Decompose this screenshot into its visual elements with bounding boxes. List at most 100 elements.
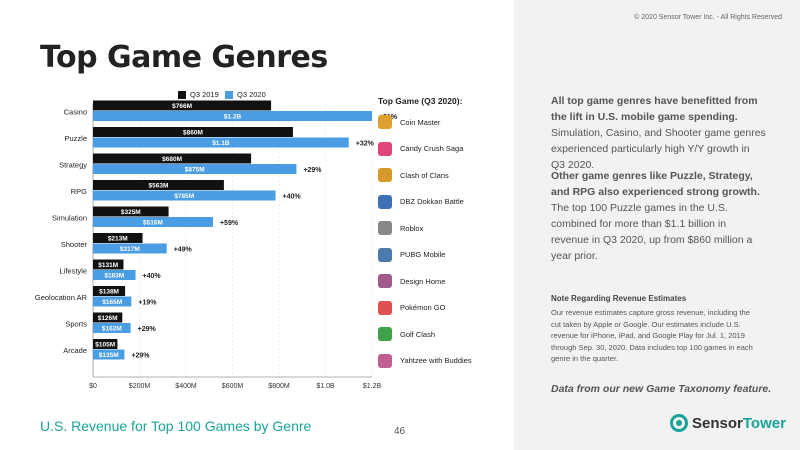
insight-1-bold: All top game genres have benefitted from… [551, 95, 758, 123]
copyright: © 2020 Sensor Tower Inc. - All Rights Re… [634, 14, 782, 21]
insight-paragraph-2: Other game genres like Puzzle, Strategy,… [551, 168, 766, 264]
bar-q3-2019 [93, 339, 118, 349]
yahtzee-icon [378, 353, 392, 368]
top-game-item: Golf Clash [378, 326, 435, 342]
category-label: Sports [65, 320, 87, 329]
growth-label: +19% [138, 300, 157, 307]
page-title: Top Game Genres [40, 40, 328, 75]
top-game-name: PUBG Mobile [400, 250, 446, 259]
bar-value-label: $875M [185, 167, 205, 174]
top-game-item: PUBG Mobile [378, 247, 445, 263]
bar-q3-2019 [93, 127, 293, 137]
bar-q3-2020 [93, 243, 167, 254]
bar-value-label: $105M [95, 342, 115, 349]
top-game-name: Candy Crush Saga [400, 144, 464, 153]
legend-item-q3-2019: Q3 2019 [178, 90, 219, 99]
top-game-name: Design Home [400, 276, 446, 286]
bar-value-label: $766M [172, 103, 192, 110]
category-label: Simulation [52, 214, 87, 223]
top-game-item: Clash of Clans [378, 167, 449, 183]
bar-q3-2020 [93, 137, 349, 148]
bar-chart: $0 $200M $400M $600M $800M $1.0B $1.2B Casino $7… [35, 100, 398, 390]
bar-value-label: $785M [174, 193, 194, 200]
pubg-mobile-icon [378, 247, 392, 262]
sensor-tower-logo-icon [670, 414, 688, 432]
top-game-item: Candy Crush Saga [378, 141, 463, 157]
growth-label: +40% [283, 194, 302, 201]
category-label: Strategy [59, 161, 87, 170]
category-label: Arcade [63, 346, 87, 355]
bar-value-label: $1.1B [212, 140, 230, 147]
logo-text-sensor: Sensor [692, 414, 743, 432]
right-panel [514, 0, 800, 450]
top-game-name: DBZ Dokkan Battle [400, 197, 464, 206]
legend-item-q3-2020: Q3 2020 [225, 90, 266, 99]
bar-value-label: $126M [98, 315, 118, 322]
data-source-note: Data from our new Game Taxonomy feature. [551, 383, 772, 395]
insight-paragraph-1: All top game genres have benefitted from… [551, 93, 766, 173]
legend-swatch-q3-2019 [178, 90, 186, 99]
top-game-header: Top Game (Q3 2020): [378, 96, 463, 106]
roblox-icon [378, 221, 392, 235]
top-game-name: Clash of Clans [400, 170, 449, 180]
growth-label: +59% [220, 220, 239, 227]
clash-of-clans-icon [378, 168, 392, 182]
top-game-name: Roblox [400, 223, 424, 233]
bar-q3-2019 [93, 259, 124, 270]
design-home-icon [378, 274, 392, 288]
bar-value-label: $131M [98, 262, 118, 269]
bar-value-label: $860M [183, 130, 203, 137]
bar-q3-2020 [93, 296, 132, 307]
top-game-item: DBZ Dokkan Battle [378, 194, 464, 210]
bar-q3-2019 [93, 233, 143, 243]
bar-value-label: $1.2B [224, 114, 242, 121]
growth-label: +49% [174, 247, 193, 254]
bar-q3-2020 [93, 270, 136, 280]
x-tick-label: $0 [89, 383, 97, 390]
bar-value-label: $165M [102, 299, 122, 306]
category-label: Puzzle [64, 134, 87, 143]
top-game-item: Design Home [378, 273, 445, 289]
bar-value-label: $516M [143, 220, 163, 227]
note-body: Our revenue estimates capture gross reve… [551, 308, 753, 363]
bar-q3-2019 [93, 206, 169, 217]
category-label: Shooter [61, 240, 88, 249]
category-label: RPG [71, 187, 87, 196]
dokkan-battle-icon [378, 194, 392, 209]
legend-label-q3-2019: Q3 2019 [190, 90, 219, 99]
insight-1-rest: Simulation, Casino, and Shooter game gen… [551, 127, 766, 171]
page-number: 46 [394, 426, 406, 437]
bar-q3-2020 [93, 217, 213, 227]
bar-value-label: $325M [121, 209, 141, 216]
note-header: Note Regarding Revenue Estimates [551, 294, 687, 303]
legend-label-q3-2020: Q3 2020 [237, 90, 266, 99]
logo-text-tower: Tower [742, 414, 786, 432]
growth-label: +29% [303, 167, 322, 174]
insight-2-bold: Other game genres like Puzzle, Strategy,… [551, 170, 760, 198]
top-game-item: Roblox [378, 220, 423, 236]
category-label: Lifestyle [59, 267, 87, 276]
top-game-item: Pokémon GO [378, 300, 445, 316]
bar-value-label: $563M [149, 183, 169, 190]
bar-value-label: $183M [104, 273, 124, 280]
growth-label: +29% [131, 353, 150, 360]
x-tick-label: $800M [268, 383, 290, 390]
bar-q3-2019 [93, 286, 126, 296]
growth-label: +29% [138, 326, 157, 333]
coin-master-icon [378, 115, 392, 129]
bar-q3-2019 [93, 100, 272, 111]
top-game-name: Coin Master [400, 117, 441, 127]
x-tick-label: $600M [222, 383, 244, 390]
bar-q3-2019 [93, 153, 252, 164]
x-tick-label: $200M [129, 383, 151, 390]
top-game-name: Golf Clash [400, 329, 436, 339]
bar-value-label: $138M [99, 289, 119, 296]
top-game-name: Pokémon GO [400, 303, 446, 312]
top-game-item: Yahtzee with Buddies [378, 353, 472, 369]
chart-subtitle: U.S. Revenue for Top 100 Games by Genre [40, 418, 312, 434]
bar-value-label: $135M [99, 352, 119, 359]
top-game-name: Yahtzee with Buddies [400, 356, 472, 365]
sensor-tower-logo: Sensor Tower [670, 414, 786, 432]
candy-crush-icon [378, 141, 392, 156]
growth-label: +32% [356, 141, 375, 148]
